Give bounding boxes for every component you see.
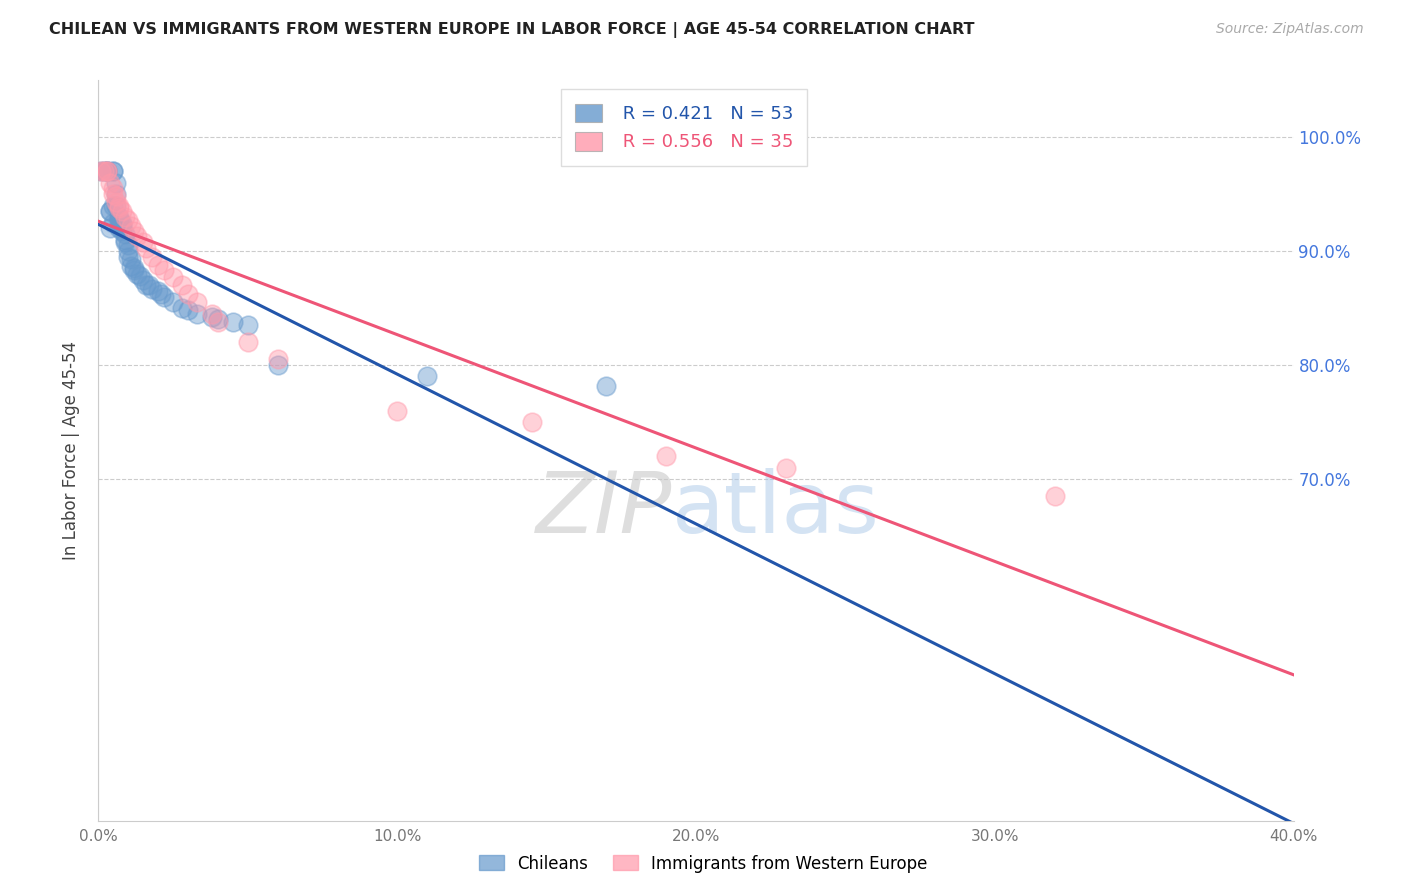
Point <box>111 216 134 230</box>
Point <box>127 267 149 281</box>
Point <box>105 187 128 202</box>
Point <box>98 204 122 219</box>
Point <box>207 312 229 326</box>
Point <box>1043 489 1066 503</box>
Point <box>120 259 142 273</box>
Point <box>120 219 142 233</box>
Point <box>520 415 543 429</box>
Legend: Chileans, Immigrants from Western Europe: Chileans, Immigrants from Western Europe <box>472 848 934 880</box>
Point <box>93 164 115 178</box>
Point <box>96 164 118 178</box>
Point <box>177 303 200 318</box>
Point <box>135 278 157 293</box>
Point <box>96 164 118 178</box>
Point <box>141 282 163 296</box>
Point <box>105 189 128 203</box>
Point <box>111 204 134 219</box>
Point <box>186 307 208 321</box>
Point <box>111 218 134 232</box>
Point <box>595 378 617 392</box>
Point <box>267 358 290 372</box>
Point <box>135 241 157 255</box>
Point <box>114 235 136 249</box>
Point <box>103 198 125 212</box>
Point <box>162 270 184 285</box>
Point <box>117 244 139 259</box>
Point <box>416 369 439 384</box>
Point <box>98 204 122 219</box>
Point <box>120 252 142 266</box>
Point <box>117 238 139 252</box>
Text: CHILEAN VS IMMIGRANTS FROM WESTERN EUROPE IN LABOR FORCE | AGE 45-54 CORRELATION: CHILEAN VS IMMIGRANTS FROM WESTERN EUROP… <box>49 22 974 38</box>
Point <box>105 195 128 210</box>
Point <box>96 164 118 178</box>
Point <box>90 164 112 178</box>
Point <box>138 278 160 293</box>
Point <box>775 460 797 475</box>
Point <box>186 295 208 310</box>
Point <box>148 258 170 272</box>
Point <box>655 449 678 463</box>
Point <box>150 287 173 301</box>
Point <box>108 216 131 230</box>
Point <box>153 290 176 304</box>
Point <box>172 278 194 293</box>
Point <box>162 295 184 310</box>
Point <box>90 164 112 178</box>
Point <box>222 315 245 329</box>
Point <box>267 352 290 367</box>
Point <box>236 318 259 333</box>
Point <box>236 335 259 350</box>
Point <box>114 227 136 241</box>
Point <box>96 164 118 178</box>
Point <box>108 212 131 227</box>
Point <box>132 235 155 249</box>
Point <box>93 164 115 178</box>
Y-axis label: In Labor Force | Age 45-54: In Labor Force | Age 45-54 <box>62 341 80 560</box>
Point <box>103 187 125 202</box>
Point <box>129 269 152 284</box>
Point <box>114 233 136 247</box>
Point <box>108 201 131 215</box>
Point <box>172 301 194 315</box>
Point <box>103 216 125 230</box>
Point <box>103 181 125 195</box>
Point <box>117 213 139 227</box>
Text: ZIP: ZIP <box>536 468 672 551</box>
Point <box>201 307 224 321</box>
Legend:  R = 0.421   N = 53,  R = 0.556   N = 35: R = 0.421 N = 53, R = 0.556 N = 35 <box>561 89 807 166</box>
Point <box>117 250 139 264</box>
Point <box>124 263 146 277</box>
Point <box>108 198 131 212</box>
Point <box>111 221 134 235</box>
Point <box>98 221 122 235</box>
Point <box>132 272 155 286</box>
Point <box>124 261 146 276</box>
Point <box>177 287 200 301</box>
Point <box>105 198 128 212</box>
Point <box>111 224 134 238</box>
Point <box>98 176 122 190</box>
Text: atlas: atlas <box>672 468 880 551</box>
Point <box>96 164 118 178</box>
Point <box>385 403 409 417</box>
Point <box>108 221 131 235</box>
Point <box>105 176 128 190</box>
Point <box>127 229 149 244</box>
Point <box>103 164 125 178</box>
Point <box>148 284 170 298</box>
Point <box>201 310 224 325</box>
Point <box>141 250 163 264</box>
Point <box>103 164 125 178</box>
Point <box>114 210 136 224</box>
Text: Source: ZipAtlas.com: Source: ZipAtlas.com <box>1216 22 1364 37</box>
Point <box>153 263 176 277</box>
Point <box>108 210 131 224</box>
Point <box>124 224 146 238</box>
Point <box>207 315 229 329</box>
